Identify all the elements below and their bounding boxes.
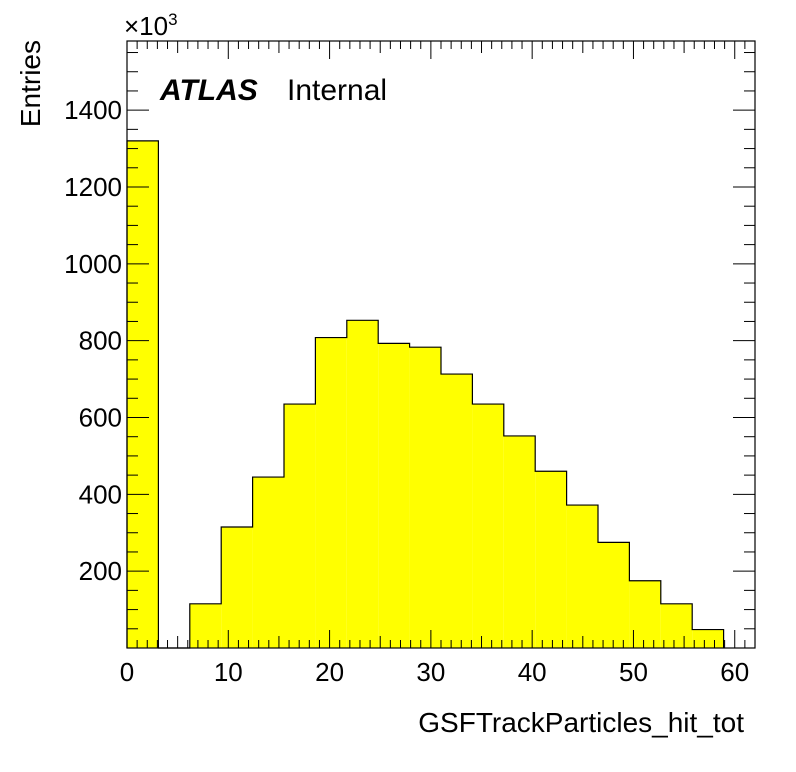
y-tick-label: 400 — [79, 479, 122, 509]
y-tick-label: 1000 — [64, 249, 122, 279]
y-axis-tick-labels: 200 400 600 800 1000 1200 1400 — [64, 95, 122, 586]
histogram-bar — [472, 404, 504, 648]
histogram-bar — [535, 471, 567, 648]
y-tick-label: 1400 — [64, 95, 122, 125]
histogram-bar — [503, 435, 536, 648]
y-tick-label: 200 — [79, 556, 122, 586]
histogram-bar — [660, 603, 693, 648]
histogram-bar — [315, 337, 347, 648]
histogram-bar — [252, 477, 284, 648]
histogram-bar — [127, 140, 159, 648]
histogram-bar — [566, 505, 598, 648]
x-axis-tick-labels: 0 10 20 30 40 50 60 — [120, 657, 749, 687]
x-tick-label: 20 — [315, 657, 344, 687]
y-tick-label: 1200 — [64, 172, 122, 202]
x-tick-label: 40 — [518, 657, 547, 687]
atlas-status-label: Internal — [287, 74, 387, 107]
histogram-bar — [441, 374, 473, 648]
histogram-bar — [629, 580, 661, 648]
histogram-bar — [692, 629, 724, 648]
y-multiplier-label: ×103 — [124, 10, 178, 41]
histogram-bar — [221, 526, 253, 648]
histogram-bar — [378, 343, 410, 648]
histogram-bars — [127, 140, 724, 648]
histogram-bar — [409, 347, 441, 648]
histogram-bar — [598, 542, 630, 648]
x-axis-ticks — [136, 41, 746, 648]
histogram-bar — [189, 603, 222, 648]
x-tick-label: 60 — [720, 657, 749, 687]
x-tick-label: 10 — [214, 657, 243, 687]
atlas-label: ATLAS — [159, 74, 258, 107]
y-axis-ticks — [127, 52, 755, 630]
y-tick-label: 800 — [79, 326, 122, 356]
x-axis-label: GSFTrackParticles_hit_tot — [418, 707, 744, 738]
histogram-bar — [284, 404, 316, 648]
histogram-bar — [346, 320, 379, 648]
y-axis-label: Entries — [15, 40, 46, 127]
y-tick-label: 600 — [79, 402, 122, 432]
x-tick-label: 30 — [416, 657, 445, 687]
histogram-outline — [126, 140, 725, 649]
x-tick-label: 0 — [120, 657, 134, 687]
x-tick-label: 50 — [619, 657, 648, 687]
